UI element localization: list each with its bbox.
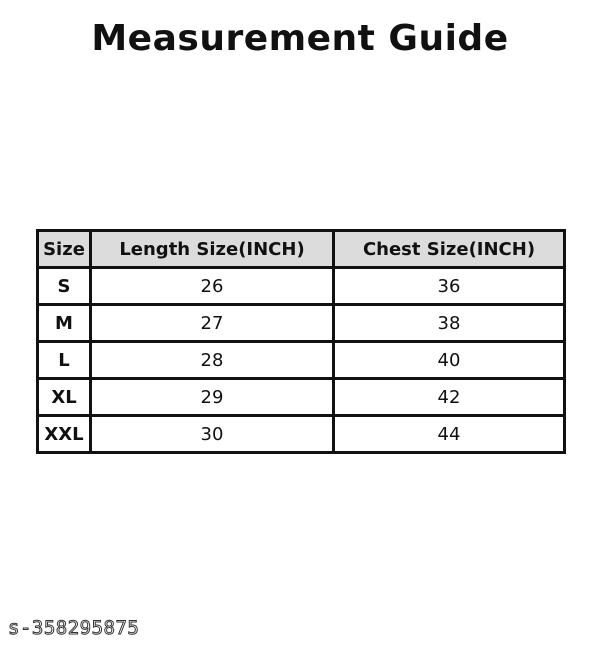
page-title: Measurement Guide <box>91 18 509 59</box>
size-chart-table: Size Length Size(INCH) Chest Size(INCH) … <box>36 229 566 454</box>
header-length: Length Size(INCH) <box>89 229 335 269</box>
length-cell: 30 <box>89 414 335 454</box>
length-cell: 27 <box>89 303 335 343</box>
chest-cell: 44 <box>332 414 566 454</box>
header-size: Size <box>36 229 92 269</box>
chest-cell: 38 <box>332 303 566 343</box>
size-cell: S <box>36 266 92 306</box>
table-row: M 27 38 <box>36 303 566 343</box>
chest-cell: 36 <box>332 266 566 306</box>
watermark-id: s-358295875 <box>7 617 140 640</box>
size-cell: XL <box>36 377 92 417</box>
length-cell: 29 <box>89 377 335 417</box>
table-row: L 28 40 <box>36 340 566 380</box>
table-row: S 26 36 <box>36 266 566 306</box>
length-cell: 28 <box>89 340 335 380</box>
header-chest: Chest Size(INCH) <box>332 229 566 269</box>
length-cell: 26 <box>89 266 335 306</box>
table-header-row: Size Length Size(INCH) Chest Size(INCH) <box>36 229 566 269</box>
size-cell: L <box>36 340 92 380</box>
chest-cell: 40 <box>332 340 566 380</box>
table-row: XL 29 42 <box>36 377 566 417</box>
table-row: XXL 30 44 <box>36 414 566 454</box>
chest-cell: 42 <box>332 377 566 417</box>
size-cell: XXL <box>36 414 92 454</box>
size-cell: M <box>36 303 92 343</box>
